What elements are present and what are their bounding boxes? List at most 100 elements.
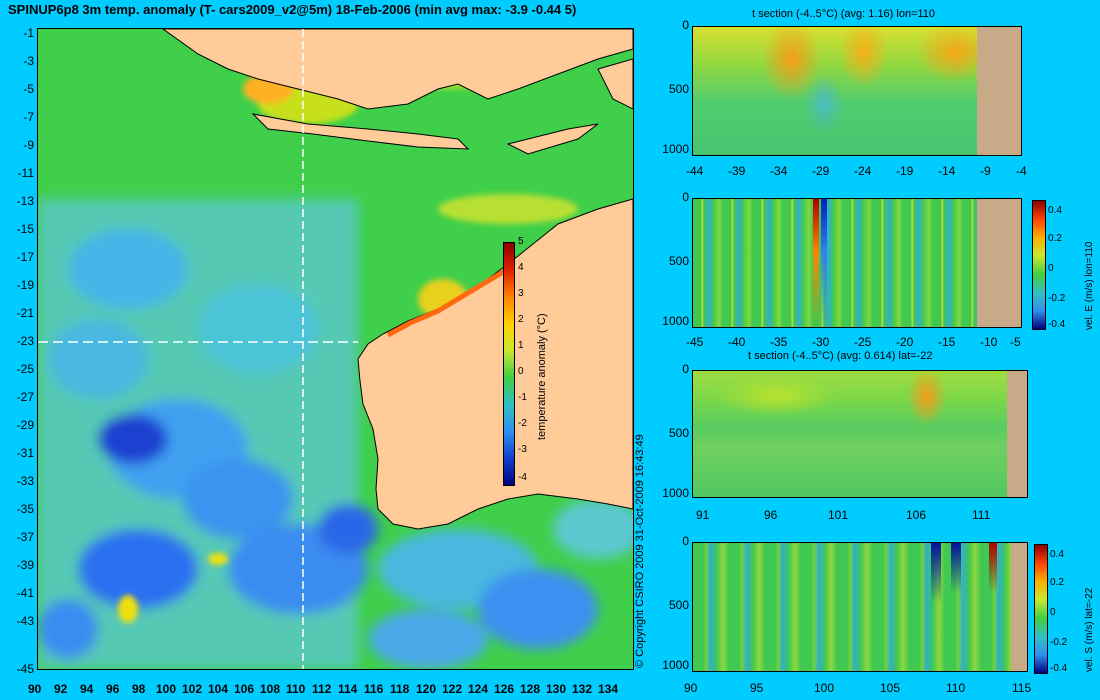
cb-tick: -0.4 [1050, 663, 1068, 674]
lon-tick: 118 [390, 682, 410, 696]
lat-tick: -19 [16, 278, 34, 292]
vel-s-section-lat22[interactable] [692, 542, 1028, 672]
t-section-lat22[interactable] [692, 370, 1028, 498]
x-tick: -25 [854, 335, 872, 349]
jet-strong-w [821, 199, 827, 327]
x-tick: -45 [686, 335, 704, 349]
x-tick: 90 [684, 681, 698, 695]
cb-tick: -1 [518, 392, 527, 403]
jet-core-b [951, 543, 961, 593]
panel4-x-axis: 90 95 100 105 110 115 [684, 681, 1044, 696]
lat-tick: -15 [16, 222, 34, 236]
lon-tick: 104 [208, 682, 229, 696]
lon-tick: 114 [338, 682, 358, 696]
map-canvas [38, 29, 633, 669]
x-tick: -29 [812, 164, 830, 178]
timor-island [506, 123, 599, 155]
x-tick: -14 [938, 164, 956, 178]
lat-tick: -3 [23, 54, 34, 68]
lon-tick: 100 [156, 682, 177, 696]
x-tick: -44 [686, 164, 704, 178]
x-tick: -4 [1016, 164, 1027, 178]
vel-s-label: vel. S (m/s) lat=-22 [1084, 587, 1095, 672]
colorbar-ticks: 5 4 3 2 1 0 -1 -2 -3 -4 [518, 236, 538, 492]
y-tick: 0 [682, 190, 689, 204]
y-tick: 500 [668, 426, 689, 440]
cb-tick: -0.4 [1048, 319, 1066, 330]
y-tick: 0 [682, 18, 689, 32]
cold-anomaly-field [38, 199, 633, 669]
lat-tick: -27 [16, 390, 34, 404]
lon-tick: 122 [442, 682, 463, 696]
lat-tick: -33 [16, 474, 34, 488]
lon-tick: 132 [572, 682, 593, 696]
jet-strong-e [813, 199, 819, 327]
lon-tick: 128 [520, 682, 541, 696]
x-tick: 115 [1012, 681, 1032, 695]
x-tick: 96 [764, 508, 778, 522]
page-title: SPINUP6p8 3m temp. anomaly (T- cars2009_… [8, 2, 577, 17]
y-tick: 500 [668, 254, 689, 268]
x-tick: -15 [938, 335, 956, 349]
lon-tick: 102 [182, 682, 203, 696]
lat-tick: -7 [23, 110, 34, 124]
x-tick: -30 [812, 335, 830, 349]
panel1-title: t section (-4..5°C) (avg: 1.16) lon=110 [752, 8, 936, 20]
lat-tick: -1 [23, 26, 34, 40]
lat-tick: -25 [16, 362, 34, 376]
lon-tick: 112 [312, 682, 332, 696]
land-mask [977, 199, 1021, 327]
cb-tick: 0 [1050, 607, 1056, 618]
cb-tick: 0.4 [1050, 549, 1064, 560]
lat-tick: -21 [16, 306, 34, 320]
x-tick: 100 [814, 681, 835, 695]
y-tick: 500 [668, 82, 689, 96]
y-tick: 1000 [662, 142, 689, 156]
lon-tick: 124 [468, 682, 489, 696]
panel2-y-axis: 0 500 1000 [655, 190, 689, 335]
cb-tick: 5 [518, 236, 524, 247]
vel-e-colorbar [1032, 200, 1046, 330]
lon-tick: 90 [28, 682, 42, 696]
cb-tick: 0.4 [1048, 205, 1062, 216]
lat-tick: -35 [16, 502, 34, 516]
lat-tick: -23 [16, 334, 34, 348]
cb-tick: -0.2 [1050, 637, 1068, 648]
lon-tick: 126 [494, 682, 515, 696]
y-tick: 0 [682, 362, 689, 376]
land-mask [1011, 543, 1027, 671]
map-panel[interactable] [37, 28, 634, 670]
cb-tick: 0.2 [1050, 577, 1064, 588]
cb-tick: -4 [518, 472, 527, 483]
lat-tick: -43 [16, 614, 34, 628]
copyright-text: © Copyright CSIRO 2009 31-Oct-2009 16:43… [634, 434, 646, 668]
lon-tick: 130 [546, 682, 567, 696]
cb-tick: -3 [518, 444, 527, 455]
panel1-y-axis: 0 500 1000 [655, 18, 689, 163]
cb-tick: 0.2 [1048, 233, 1062, 244]
cb-tick: 3 [518, 288, 524, 299]
lon-tick: 110 [286, 682, 306, 696]
asia-landmass [162, 29, 633, 110]
t-section-lon110[interactable] [692, 26, 1022, 156]
java-island [251, 113, 470, 150]
lat-tick: -31 [16, 446, 34, 460]
lon-tick: 94 [80, 682, 94, 696]
cb-tick: 0 [518, 366, 524, 377]
x-tick: -19 [896, 164, 914, 178]
lat-tick: -39 [16, 558, 34, 572]
lat-tick: -29 [16, 418, 34, 432]
lon-tick: 120 [416, 682, 437, 696]
cb-tick: 0 [1048, 263, 1054, 274]
panel3-title: t section (-4..5°C) (avg: 0.614) lat=-22 [748, 350, 933, 362]
x-tick: -24 [854, 164, 872, 178]
panel1-x-axis: -44 -39 -34 -29 -24 -19 -14 -9 -4 [686, 164, 1027, 179]
vel-e-section-lon110[interactable] [692, 198, 1022, 328]
x-tick: 105 [880, 681, 901, 695]
cb-tick: 4 [518, 262, 524, 273]
lon-tick: 106 [234, 682, 255, 696]
x-tick: -10 [980, 335, 998, 349]
x-tick: -39 [728, 164, 746, 178]
y-tick: 1000 [662, 486, 689, 500]
lat-tick: -45 [16, 662, 34, 676]
